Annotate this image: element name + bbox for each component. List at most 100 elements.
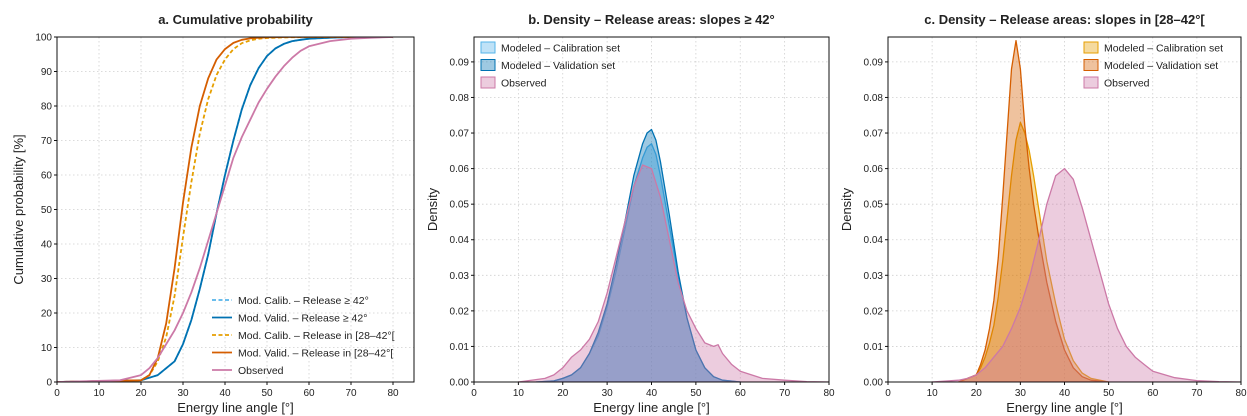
x-tick-label: 10 [93, 388, 105, 399]
y-tick-label: 0.08 [864, 93, 884, 104]
legend: Modeled – Calibration set Modeled – Valid… [480, 41, 620, 90]
y-tick-label: 0.05 [450, 200, 470, 211]
y-tick-label: 0.09 [450, 57, 470, 68]
y-tick-label: 0 [46, 378, 52, 389]
y-tick-label: 70 [41, 136, 53, 147]
x-tick-label: 40 [1059, 388, 1071, 399]
y-tick-label: 0.06 [864, 164, 884, 175]
x-tick-label: 20 [557, 388, 569, 399]
y-tick-label: 10 [41, 343, 53, 354]
y-tick-label: 20 [41, 309, 53, 320]
legend-item-3: Observed [480, 76, 547, 90]
y-tick-label: 0.01 [864, 342, 884, 353]
x-tick-label: 70 [345, 388, 357, 399]
y-tick-label: 0.07 [864, 129, 884, 140]
x-tick-label: 0 [885, 388, 891, 399]
y-tick-label: 0.07 [450, 129, 470, 140]
series-area-3 [517, 164, 829, 382]
chart-panel-2: 0 10 20 30 40 50 60 70 80 0.00 0.01 0.02 0.03 0.04 0.0… [425, 12, 835, 415]
y-tick-label: 0.04 [864, 235, 884, 246]
x-tick-label: 40 [646, 388, 658, 399]
x-tick-label: 30 [177, 388, 189, 399]
x-axis-label: Energy line angle [°] [177, 400, 294, 415]
legend-item-3: Mod. Calib. – Release in [28–42°[ [212, 330, 395, 342]
x-tick-label: 80 [387, 388, 399, 399]
series-line-5 [57, 37, 394, 382]
chart-title: b. Density – Release areas: slopes ≥ 42° [528, 12, 774, 27]
y-tick-label: 0.08 [450, 93, 470, 104]
y-tick-label: 0.02 [450, 306, 470, 317]
legend-swatch [480, 59, 496, 71]
x-axis-label: Energy line angle [°] [593, 400, 710, 415]
legend-item-5: Observed [212, 365, 284, 377]
legend-swatch [480, 76, 496, 89]
legend-item-2: Mod. Valid. – Release ≥ 42° [212, 313, 367, 325]
x-tick-label: 60 [303, 388, 315, 399]
series-area-2 [535, 128, 741, 382]
legend-item-1: Modeled – Calibration set [1083, 41, 1223, 55]
y-tick-label: 0.09 [864, 57, 884, 68]
y-tick-label: 0.03 [450, 271, 470, 282]
y-tick-label: 60 [41, 171, 53, 182]
y-axis-label: Density [839, 187, 854, 231]
legend-label: Modeled – Validation set [501, 60, 615, 72]
legend-item-4: Mod. Valid. – Release in [28–42°[ [212, 348, 393, 360]
legend-label: Modeled – Validation set [1104, 60, 1218, 72]
x-tick-label: 30 [1015, 388, 1027, 399]
legend-label: Mod. Valid. – Release ≥ 42° [238, 313, 367, 325]
legend-label: Observed [501, 78, 547, 90]
x-tick-label: 40 [219, 388, 231, 399]
y-tick-label: 0.05 [864, 200, 884, 211]
legend-item-3: Observed [1083, 76, 1150, 90]
chart-title: a. Cumulative probability [158, 12, 313, 27]
y-tick-label: 0.06 [450, 164, 470, 175]
x-tick-label: 70 [779, 388, 791, 399]
legend-label: Mod. Calib. – Release in [28–42°[ [238, 330, 395, 342]
x-tick-label: 20 [135, 388, 147, 399]
y-tick-label: 0.03 [864, 271, 884, 282]
chart-panel-3: 0 10 20 30 40 50 60 70 80 0.00 0.01 0.02 0.03 0.04 0.0… [839, 12, 1247, 415]
y-tick-label: 50 [41, 205, 53, 216]
series-area-3 [931, 167, 1241, 382]
legend-item-2: Modeled – Validation set [480, 59, 615, 72]
y-tick-label: 0.04 [450, 235, 470, 246]
chart-panel-1: 0 10 20 30 40 50 60 70 80 0 10 20 30 40 50 60 70 80 90 100 a… [11, 12, 415, 415]
legend-item-1: Modeled – Calibration set [480, 41, 620, 55]
legend-item-2: Modeled – Validation set [1083, 59, 1218, 72]
x-tick-label: 20 [971, 388, 983, 399]
y-tick-label: 90 [41, 67, 53, 78]
legend: Modeled – Calibration set Modeled – Valid… [1083, 41, 1223, 90]
legend-label: Mod. Valid. – Release in [28–42°[ [238, 348, 393, 360]
x-tick-label: 70 [1191, 388, 1203, 399]
x-axis-label: Energy line angle [°] [1006, 400, 1123, 415]
legend-label: Modeled – Calibration set [1104, 43, 1223, 55]
x-tick-label: 50 [261, 388, 273, 399]
y-tick-label: 40 [41, 240, 53, 251]
legend-swatch [480, 41, 496, 54]
legend-swatch [1083, 59, 1099, 71]
y-tick-label: 100 [35, 33, 52, 44]
x-tick-label: 60 [735, 388, 747, 399]
x-tick-label: 10 [927, 388, 939, 399]
plot-area [931, 39, 1241, 382]
y-tick-label: 0.00 [864, 378, 884, 389]
legend-label: Modeled – Calibration set [501, 43, 620, 55]
legend-label: Mod. Calib. – Release ≥ 42° [238, 295, 369, 307]
x-tick-label: 50 [690, 388, 702, 399]
x-tick-label: 80 [1235, 388, 1247, 399]
y-tick-label: 80 [41, 102, 53, 113]
chart-title: c. Density – Release areas: slopes in [2… [924, 12, 1205, 27]
y-tick-label: 30 [41, 274, 53, 285]
legend-item-1: Mod. Calib. – Release ≥ 42° [212, 295, 369, 307]
x-tick-label: 0 [471, 388, 477, 399]
x-tick-label: 50 [1103, 388, 1115, 399]
x-tick-label: 80 [823, 388, 835, 399]
x-tick-label: 30 [602, 388, 614, 399]
x-tick-label: 0 [54, 388, 60, 399]
y-axis-label: Density [425, 187, 440, 231]
legend: Mod. Calib. – Release ≥ 42° Mod. Valid. –… [212, 295, 395, 377]
legend-label: Observed [1104, 78, 1150, 90]
plot-area [517, 128, 829, 382]
series-area-1 [957, 121, 1110, 382]
